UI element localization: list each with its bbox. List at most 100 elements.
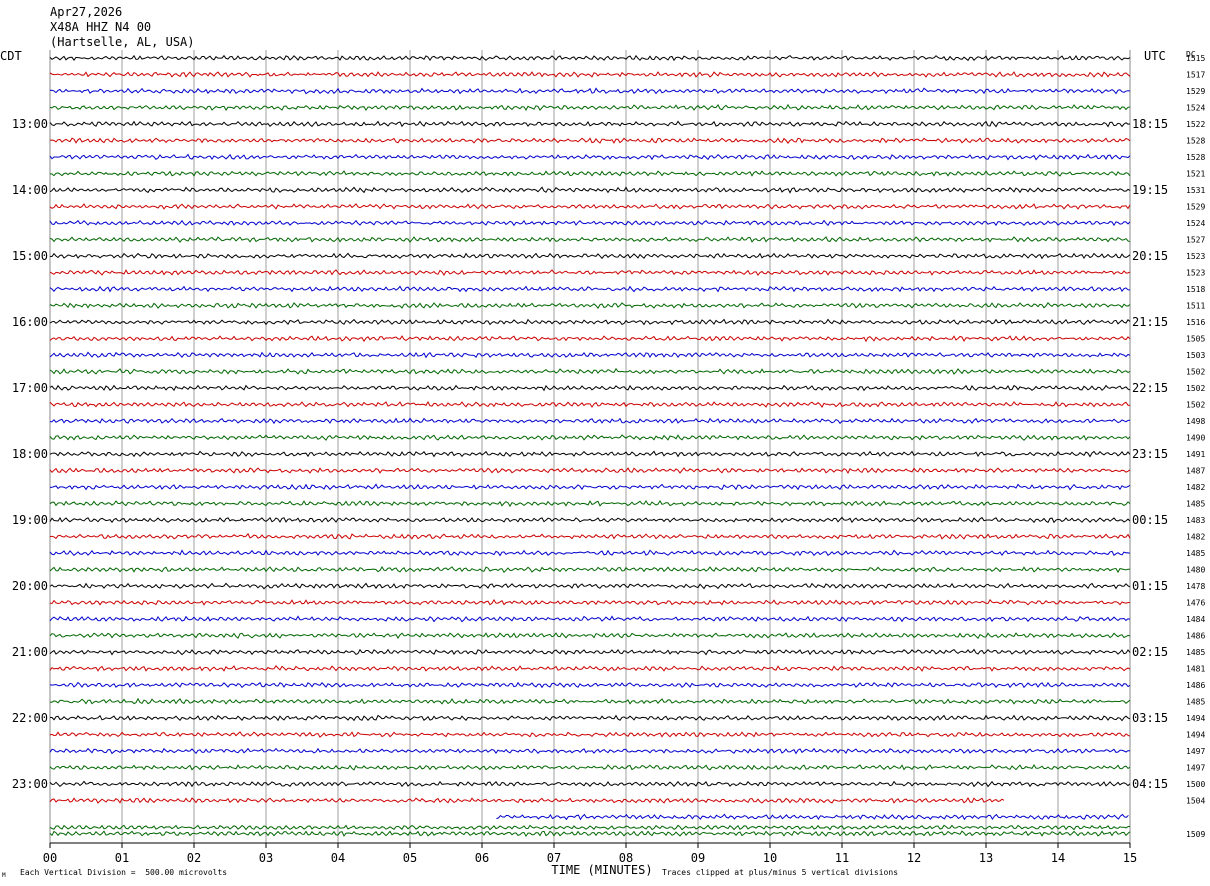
seismogram-traces <box>49 54 1131 838</box>
hour-label-right: 04:15 <box>1132 777 1168 791</box>
x-axis-title: TIME (MINUTES) <box>551 863 652 877</box>
trace-row <box>49 318 1131 326</box>
dc-offset-label: 1491 <box>1186 450 1205 459</box>
trace-row <box>49 648 1131 656</box>
trace-row <box>49 747 1131 755</box>
dc-offset-label: 1515 <box>1186 54 1205 63</box>
x-tick-label: 07 <box>547 851 561 865</box>
trace-row <box>49 87 1131 95</box>
hour-label-left: 20:00 <box>12 579 48 593</box>
dc-offset-label: 1497 <box>1186 747 1205 756</box>
dc-offset-label: 1509 <box>1186 830 1205 839</box>
trace-row <box>49 54 1131 62</box>
header-location: (Hartselle, AL, USA) <box>50 35 195 49</box>
trace-row <box>49 499 1131 508</box>
dc-offset-label: 1500 <box>1186 780 1205 789</box>
dc-offset-label: 1484 <box>1186 615 1205 624</box>
dc-offset-label: 1524 <box>1186 104 1205 113</box>
trace-row <box>49 664 1131 672</box>
x-tick-label: 03 <box>259 851 273 865</box>
dc-offset-label: 1502 <box>1186 384 1205 393</box>
hour-label-right: 03:15 <box>1132 711 1168 725</box>
trace-row <box>49 566 1130 574</box>
hour-label-right: 18:15 <box>1132 117 1168 131</box>
hour-label-right: 19:15 <box>1132 183 1168 197</box>
trace-row <box>49 824 1131 831</box>
trace-row <box>49 103 1131 112</box>
trace-row <box>49 351 1131 359</box>
hour-label-right: 00:15 <box>1132 513 1168 527</box>
hour-label-left: 18:00 <box>12 447 48 461</box>
axis-labels: 00 01 02 03 04 05 06 07 08 09 10 11 12 13 14 1515151517… <box>0 49 1205 877</box>
dc-offset-label: 1480 <box>1186 566 1205 575</box>
trace-row <box>49 796 1005 804</box>
hour-label-left: 23:00 <box>12 777 48 791</box>
hour-label-right: 01:15 <box>1132 579 1168 593</box>
trace-row <box>49 384 1131 392</box>
dc-offset-label: 1528 <box>1186 153 1205 162</box>
hour-label-right: 21:15 <box>1132 315 1168 329</box>
hour-label-left: 13:00 <box>12 117 48 131</box>
x-tick-label: 09 <box>691 851 705 865</box>
dc-offset-label: 1521 <box>1186 170 1205 179</box>
hour-label-left: 16:00 <box>12 315 48 329</box>
dc-offset-label: 1523 <box>1186 269 1205 278</box>
dc-offset-label: 1524 <box>1186 219 1205 228</box>
trace-row <box>49 731 1131 738</box>
dc-offset-label: 1476 <box>1186 599 1205 608</box>
trace-row <box>49 186 1131 194</box>
trace-row <box>49 219 1131 227</box>
trace-row <box>49 120 1131 128</box>
left-axis-label: CDT <box>0 49 22 63</box>
hour-label-left: 21:00 <box>12 645 48 659</box>
trace-row <box>49 400 1131 408</box>
trace-row <box>49 236 1131 243</box>
trace-row <box>49 532 1131 540</box>
trace-row <box>496 813 1129 821</box>
dc-offset-label: 1483 <box>1186 516 1205 525</box>
trace-row <box>49 153 1131 161</box>
dc-offset-label: 1485 <box>1186 500 1205 509</box>
trace-row <box>49 301 1131 309</box>
hour-label-right: 20:15 <box>1132 249 1168 263</box>
dc-header-label: DC <box>1186 50 1196 59</box>
x-tick-label: 10 <box>763 851 777 865</box>
dc-offset-label: 1485 <box>1186 648 1205 657</box>
trace-row <box>49 714 1131 722</box>
trace-row <box>49 137 1131 144</box>
trace-row <box>49 599 1131 606</box>
x-tick-label: 08 <box>619 851 633 865</box>
trace-row <box>49 170 1131 177</box>
trace-row <box>49 434 1131 441</box>
trace-row <box>49 632 1131 640</box>
dc-offset-label: 1504 <box>1186 797 1205 806</box>
dc-offset-label: 1502 <box>1186 401 1205 410</box>
trace-row <box>49 549 1131 557</box>
x-tick-label: 11 <box>835 851 849 865</box>
trace-row <box>49 681 1131 689</box>
minute-gridlines <box>49 50 1131 848</box>
dc-offset-label: 1482 <box>1186 533 1205 542</box>
clip-note: Traces clipped at plus/minus 5 vertical … <box>662 868 899 877</box>
dc-offset-label: 1503 <box>1186 351 1205 360</box>
hour-label-right: 23:15 <box>1132 447 1168 461</box>
trace-row <box>49 203 1131 210</box>
scale-note: Each Vertical Division = 500.00 microvol… <box>20 868 228 877</box>
dc-offset-label: 1529 <box>1186 203 1205 212</box>
dc-offset-label: 1531 <box>1186 186 1205 195</box>
dc-offset-label: 1486 <box>1186 681 1205 690</box>
dc-offset-label: 1478 <box>1186 582 1205 591</box>
trace-row <box>49 269 1131 276</box>
dc-offset-label: 1511 <box>1186 302 1205 311</box>
trace-row <box>49 335 1131 343</box>
dc-offset-label: 1502 <box>1186 368 1205 377</box>
dc-offset-label: 1490 <box>1186 434 1205 443</box>
trace-row <box>49 367 1131 375</box>
trace-row <box>49 697 1131 705</box>
x-tick-label: 05 <box>403 851 417 865</box>
trace-row <box>49 516 1131 524</box>
trace-row <box>49 615 1131 623</box>
x-tick-label: 14 <box>1051 851 1065 865</box>
trace-row <box>49 483 1131 491</box>
trace-row <box>49 780 1131 788</box>
